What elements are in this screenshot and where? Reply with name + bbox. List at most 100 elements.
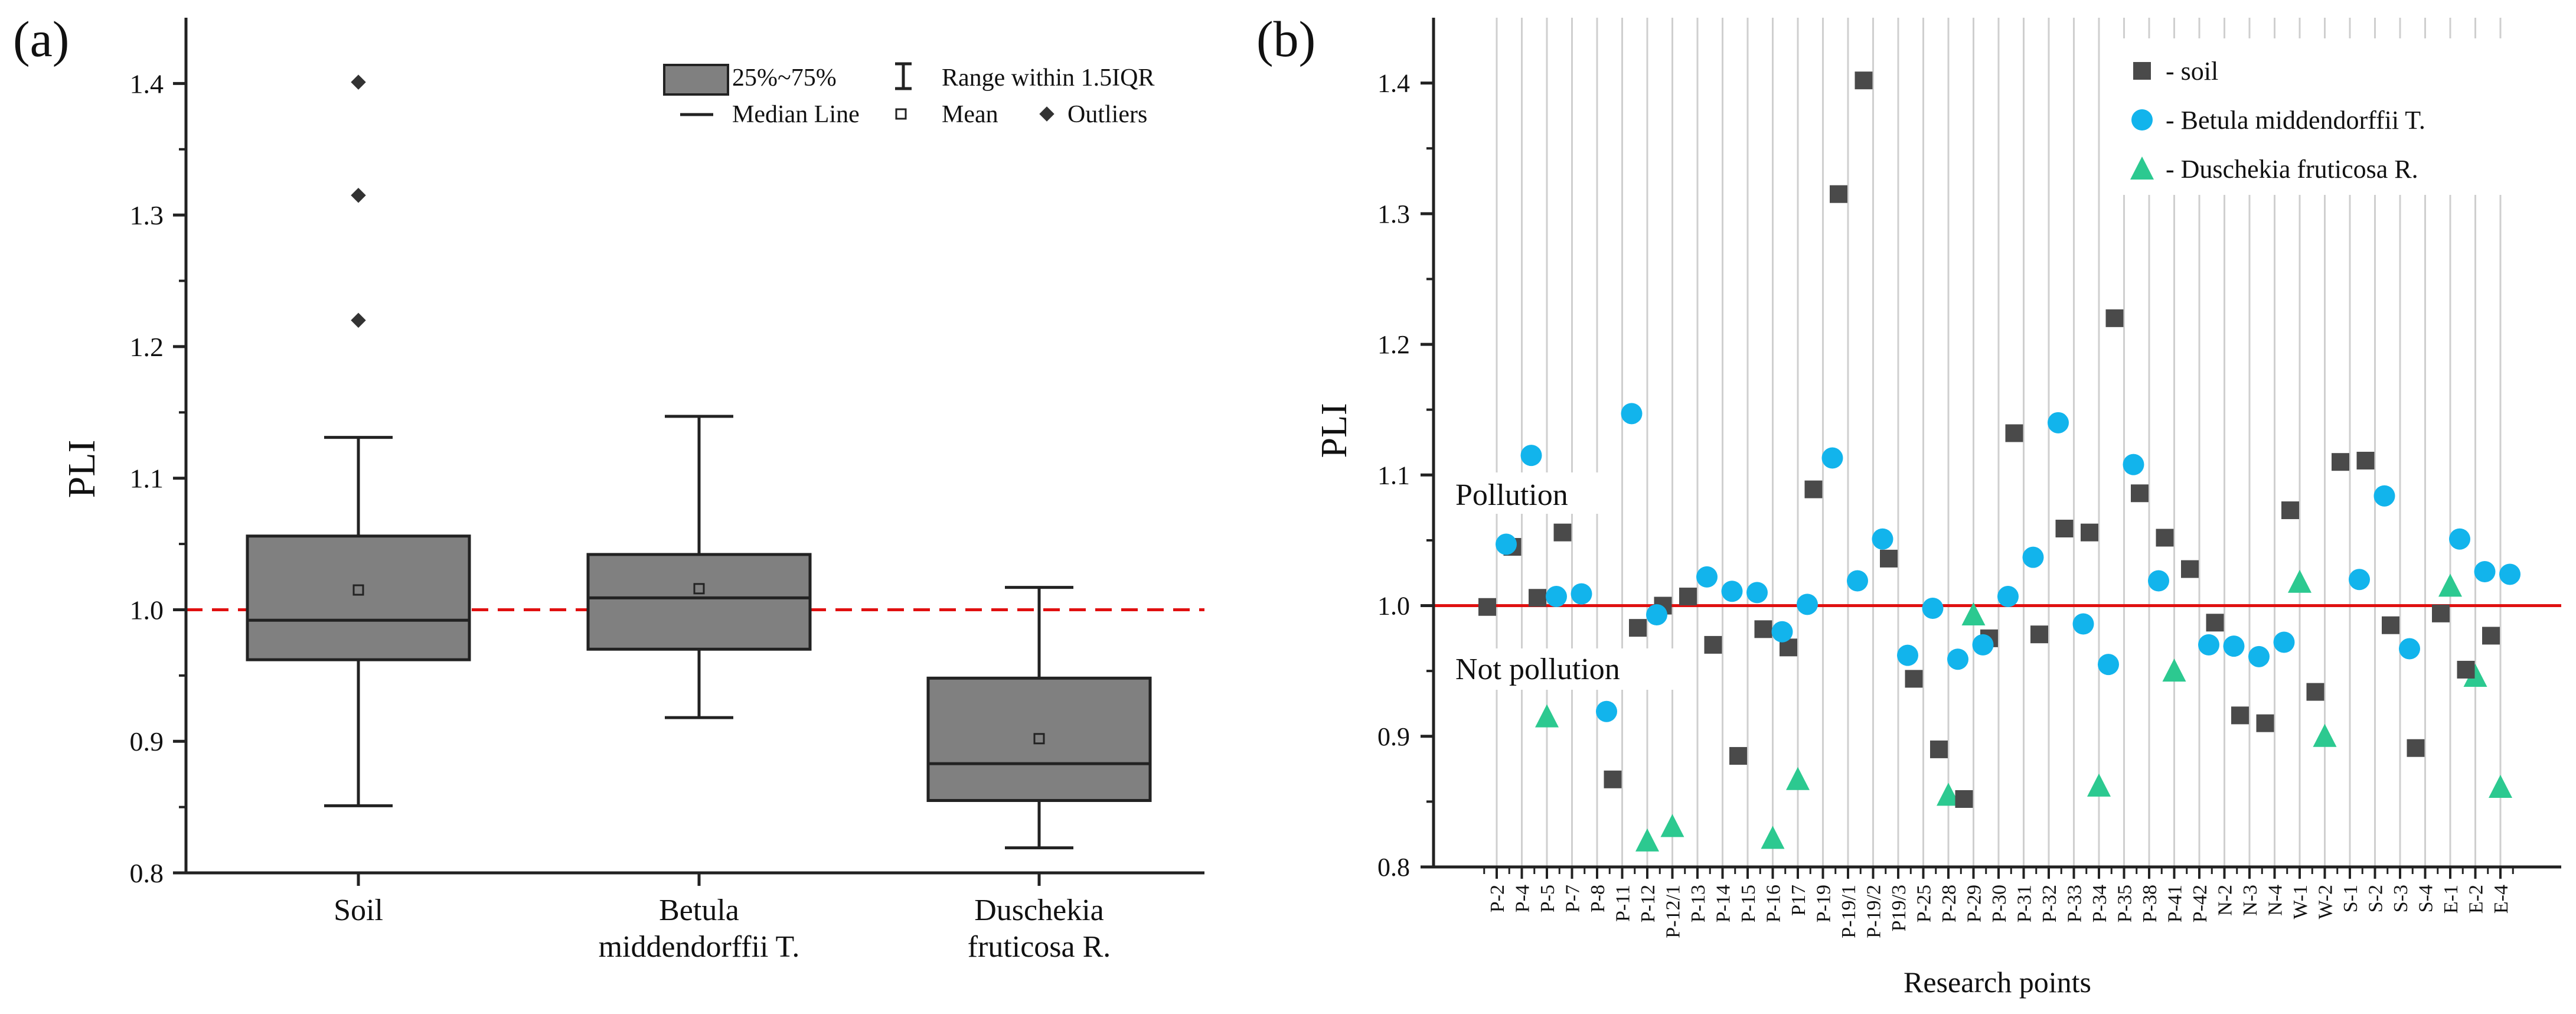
panel-a-y-tick-label: 0.9 [130,726,164,757]
panel-b-x-tick-label: P-19/2 [1863,885,1885,938]
panel-b-x-tick-label: P-11 [1612,885,1634,922]
point-circle [1520,445,1542,467]
mean-marker [352,584,364,596]
point-square [2256,714,2274,732]
point-circle [1746,582,1768,604]
point-triangle [1761,826,1785,849]
panel-b-x-tick-label: P-13 [1687,885,1709,922]
point-square [1930,740,1948,758]
point-square [1855,71,1873,90]
point-square [2482,627,2500,645]
point-circle [2449,528,2470,550]
box-group [926,586,1152,850]
point-circle [1797,594,1818,615]
panel-b-x-tick-label: N-2 [2215,885,2237,916]
panel-b-x-tick-label: E-4 [2490,885,2512,914]
iqr-box [586,553,812,651]
panel-b-x-tick-label: P-41 [2164,885,2186,922]
point-circle [1872,528,1893,550]
point-triangle [1937,782,1960,806]
point-circle [1972,634,1994,656]
point-square [2030,625,2048,644]
outlier-marker [351,312,366,328]
panel-b-x-tick-label: P-16 [1763,885,1785,922]
panel-b-x-axis-label: Research points [1904,966,2091,999]
panel-b-x-tick-label: P-33 [2064,885,2086,922]
panel-b-x-tick-label: P-14 [1713,885,1735,922]
panel-a-y-tick-label: 1.2 [130,332,164,362]
point-circle [2048,412,2069,433]
panel-b-points [1478,71,2521,852]
panel-b-y-tick-label: 1.1 [1377,461,1410,490]
point-square [1880,549,1898,568]
point-circle [1947,648,1968,670]
panel-b-x-tick-label: P-42 [2189,885,2211,922]
point-triangle [1660,814,1684,837]
point-square [2432,604,2450,622]
point-circle [1646,604,1667,626]
point-square [2005,424,2023,442]
point-square [1905,670,1923,688]
point-square [2407,739,2425,757]
point-square [1604,770,1622,788]
panel-b-x-tick-label: P-2 [1487,885,1509,912]
point-circle [2098,654,2119,676]
point-circle [1496,533,1517,555]
legend-series-label: - Betula middendorffii T. [2166,106,2425,135]
point-square [2105,309,2124,327]
panel-b-x-tick-label: P-32 [2039,885,2061,922]
legend-box-swatch [663,64,729,96]
panel-b-legend-background [2111,38,2527,195]
point-circle [2349,569,2370,591]
point-circle [2123,454,2144,475]
point-triangle [1535,704,1559,728]
panel-b-y-tick-label: 0.9 [1377,722,1410,751]
legend-series-label: - soil [2166,57,2218,86]
point-circle [2148,570,2169,592]
not-pollution-label-bg [1449,648,1674,690]
panel-b-x-tick-label: E-1 [2440,885,2462,914]
not-pollution-label: Not pollution [1455,653,1620,686]
panel-b-x-tick-label: N-3 [2239,885,2261,916]
point-triangle [2087,773,2111,797]
point-square [2306,683,2324,701]
panel-b-y-tick-label: 1.0 [1377,592,1410,621]
point-circle [2198,634,2219,656]
point-triangle [2288,569,2311,593]
panel-b-x-tick-label: P-19 [1813,885,1835,922]
point-circle [1596,700,1617,722]
panel-b-x-tick-label: S-1 [2340,885,2362,912]
legend-box-label: 25%~75% [732,64,837,92]
panel-b-x-tick-label: P-35 [2114,885,2136,922]
panel-a-legend: 25%~75% Range within 1.5IQR Median Line … [663,62,1154,128]
legend-marker-triangle [2130,156,2154,180]
panel-a-x-tick-label: Duschekia [974,894,1103,927]
pollution-label-bg [1449,472,1615,514]
point-square [1478,598,1496,616]
panel-b-x-tick-label: P-7 [1562,885,1584,912]
point-triangle [2489,775,2512,798]
legend-outlier-icon [1039,106,1054,122]
point-square [1830,185,1847,203]
point-circle [1721,581,1743,602]
panel-a-x-tick-label: fruticosa R. [968,930,1111,964]
point-triangle [2313,723,2337,747]
point-square [2281,501,2299,520]
panel-b-x-tick-label: P-15 [1738,885,1759,922]
point-square [2457,660,2475,679]
panel-a-y-tick-label: 1.1 [130,464,164,494]
panel-a-x-tick-label: middendorffii T. [599,930,800,964]
point-square [2332,453,2349,471]
panel-a-axes: 0.8 0.9 1.0 1.1 1.2 1.3 1.4 PLI Soil Betulamidden… [60,18,1204,964]
panel-b-x-tick-label: P-28 [1938,885,1960,922]
panel-a-y-tick-label: 1.3 [130,200,164,230]
point-triangle [2438,573,2462,597]
mean-marker [1033,733,1045,745]
point-circle [2399,638,2420,660]
point-circle [2223,635,2245,657]
legend-mean-label: Mean [942,101,998,128]
point-circle [1997,586,2019,608]
panel-b-x-tick-label: P-12/1 [1663,885,1684,938]
